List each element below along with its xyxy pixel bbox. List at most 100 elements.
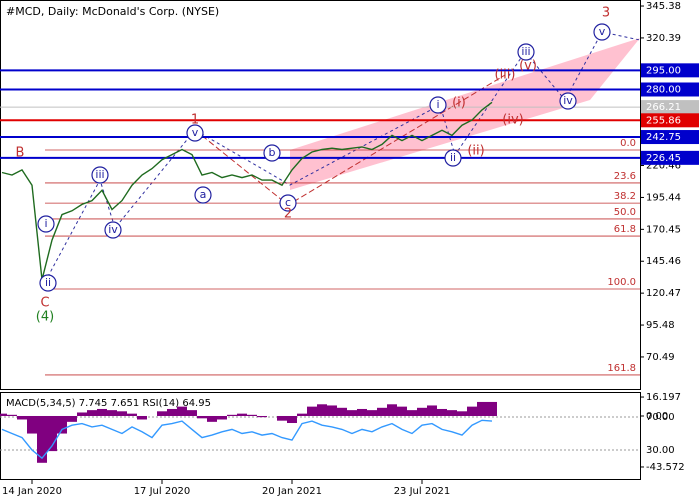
wave-label: iii	[521, 45, 530, 58]
wave-label: (v)	[519, 59, 537, 74]
macd-bar	[397, 406, 407, 416]
macd-bar	[487, 401, 497, 416]
wave-label: (4)	[36, 310, 54, 325]
level-box	[641, 63, 699, 78]
macd-bar	[7, 414, 17, 416]
wave-label: 3	[602, 6, 610, 21]
macd-bar	[137, 415, 147, 420]
macd-bar	[117, 411, 127, 416]
macd-bar	[197, 415, 207, 419]
y2-tick-label: 30.00	[646, 445, 675, 456]
y-tick-label: 195.44	[646, 192, 681, 203]
x-tick-label: 20 Jan 2021	[262, 486, 322, 497]
macd-bar	[207, 415, 217, 422]
wave-circle	[39, 274, 57, 292]
level-label: 226.45	[646, 153, 681, 164]
wave-label: iv	[563, 94, 573, 107]
y-tick-label: 170.45	[646, 224, 681, 235]
macd-bar	[377, 407, 387, 416]
wave-label: B	[16, 146, 25, 161]
macd-bar	[447, 410, 457, 416]
wave-circle	[263, 144, 281, 162]
y-tick-label: 345.38	[646, 1, 681, 12]
wave-label: ii	[45, 276, 51, 289]
y-tick-label: 220.46	[646, 160, 681, 171]
fib-label: 100.0	[607, 277, 636, 288]
macd-bar	[277, 415, 287, 421]
macd-bar	[287, 415, 297, 424]
level-box	[641, 113, 699, 128]
macd-bar	[237, 413, 247, 416]
level-box	[641, 130, 699, 145]
macd-bar	[157, 411, 167, 416]
macd-bar	[0, 413, 7, 416]
wave-label: c	[285, 196, 291, 209]
fib-label: 38.2	[614, 191, 636, 202]
fib-label: 0.0	[620, 138, 636, 149]
macd-bar	[77, 412, 87, 416]
macd-bar	[337, 407, 347, 416]
last-price-box	[641, 100, 699, 115]
y-tick-label: 95.48	[646, 320, 675, 331]
wave-label: a	[200, 188, 207, 201]
macd-bar	[97, 408, 107, 416]
level-label: 255.86	[646, 115, 681, 126]
macd-bar	[417, 407, 427, 416]
x-tick-label: 23 Jul 2021	[394, 486, 451, 497]
macd-bar	[217, 415, 227, 420]
wave-label: iv	[108, 223, 118, 236]
macd-bar	[357, 408, 367, 416]
macd-bar	[297, 413, 307, 416]
wave-label: v	[599, 25, 606, 38]
wave-label: ii	[450, 151, 456, 164]
wave-label: (ii)	[467, 144, 484, 159]
y-tick-label: -43.572	[646, 462, 685, 473]
wave-circle	[194, 186, 212, 204]
indicator-frame	[0, 392, 641, 480]
wave-label: iii	[95, 168, 104, 181]
macd-bar	[317, 404, 327, 416]
macd-bar	[307, 406, 317, 416]
macd-bar	[257, 415, 267, 418]
indicator-label: MACD(5,34,5) 7.745 7.651 RSI(14) 64.95	[6, 398, 211, 409]
wave-label: b	[269, 146, 276, 159]
macd-bar	[27, 415, 37, 434]
macd-bar	[387, 404, 397, 416]
y-tick-label: 120.47	[646, 288, 681, 299]
level-label: 295.00	[646, 65, 681, 76]
macd-bar	[177, 406, 187, 416]
macd-bar	[87, 410, 97, 416]
wave-label: i	[436, 98, 439, 111]
wave-label: (iii)	[495, 68, 516, 83]
macd-bar	[167, 408, 177, 416]
macd-bar	[57, 415, 67, 434]
last-price-label: 266.21	[646, 102, 681, 113]
macd-bar	[367, 410, 377, 416]
chart-title: #MCD, Daily: McDonald's Corp. (NYSE)	[6, 5, 219, 18]
macd-bar	[427, 405, 437, 416]
macd-bar	[477, 401, 487, 416]
level-box	[641, 150, 699, 165]
x-tick-label: 17 Jul 2020	[134, 486, 191, 497]
wave-circle	[104, 221, 122, 239]
macd-bar	[127, 413, 137, 416]
macd-bar	[467, 406, 477, 416]
y-tick-label: 320.39	[646, 33, 681, 44]
wave-circle	[91, 166, 109, 184]
wave-label: (iv)	[502, 113, 523, 128]
wave-label: 1	[191, 113, 199, 128]
fib-label: 50.0	[614, 207, 636, 218]
level-label: 242.75	[646, 132, 681, 143]
wave-circle	[279, 194, 297, 212]
price-line	[1, 101, 493, 280]
macd-bar	[347, 410, 357, 416]
y-tick-label: 0.00	[646, 411, 668, 422]
main-frame	[0, 0, 641, 390]
macd-bar	[17, 415, 27, 420]
wave-circle	[429, 96, 447, 114]
wave-label: v	[192, 126, 199, 139]
fib-label: 61.8	[614, 224, 636, 235]
wave-circle	[37, 215, 55, 233]
macd-bar	[37, 415, 47, 463]
